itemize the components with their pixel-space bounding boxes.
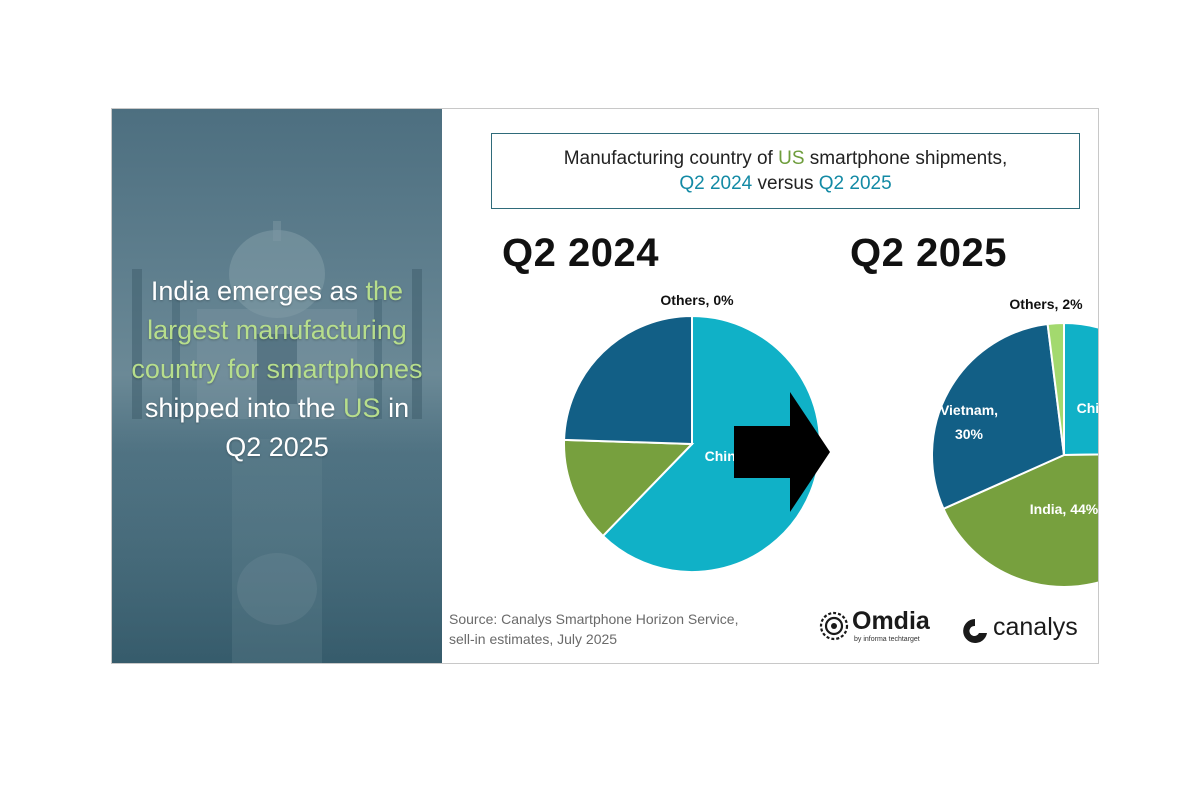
headline-part-3: shipped into the bbox=[144, 393, 344, 423]
source-line-1: Source: Canalys Smartphone Horizon Servi… bbox=[449, 611, 739, 627]
pie-label-vietnam: Vietnam, 30% bbox=[940, 402, 998, 442]
infographic-card: India emerges as the largest manufacturi… bbox=[111, 108, 1099, 664]
taj-mahal-silhouette-image bbox=[112, 221, 442, 663]
source-line-2: sell-in estimates, July 2025 bbox=[449, 631, 618, 647]
title-period-2025: Q2 2025 bbox=[818, 173, 892, 194]
pie-slice-vietnam bbox=[563, 314, 693, 446]
pie-title-q2-2024: Q2 2024 bbox=[502, 231, 659, 275]
omdia-mark-icon bbox=[819, 611, 849, 641]
title-versus: versus bbox=[752, 173, 819, 194]
pie-slice-china bbox=[601, 314, 821, 573]
title-period-2024: Q2 2024 bbox=[679, 173, 753, 194]
pie-label-india: India, 44% bbox=[1030, 501, 1098, 517]
source-note: Source: Canalys Smartphone Horizon Servi… bbox=[449, 609, 769, 649]
pie-label-vietnam: Vietnam, 24% bbox=[475, 378, 533, 418]
headline-highlight-us: US bbox=[343, 393, 381, 423]
chart-title-box: Manufacturing country of US smartphone s… bbox=[491, 133, 1080, 209]
pie-label-others: Others, 2% bbox=[1009, 296, 1083, 312]
headline-highlight-largest: the largest manufacturing country for sm… bbox=[131, 276, 423, 384]
canalys-logo: canalys bbox=[961, 611, 1086, 647]
right-arrow-icon bbox=[734, 392, 830, 512]
headline-text: India emerges as the largest manufacturi… bbox=[126, 272, 428, 467]
pie-slice-india bbox=[942, 453, 1098, 588]
title-text-a: Manufacturing country of bbox=[563, 148, 779, 169]
title-text-us: US bbox=[778, 148, 805, 169]
chart-title-line-2: Q2 2024 versus Q2 2025 bbox=[492, 171, 1079, 196]
canalys-wordmark: canalys bbox=[993, 613, 1078, 641]
pie-label-others: Others, 0% bbox=[660, 292, 734, 308]
taj-mahal-background-panel: India emerges as the largest manufacturi… bbox=[112, 109, 442, 663]
omdia-tagline: by informa techtarget bbox=[854, 636, 920, 643]
pie-slice-india bbox=[563, 438, 695, 538]
canalys-mark-icon bbox=[963, 619, 987, 643]
omdia-logo: Omdia by informa techtarget bbox=[819, 607, 949, 647]
pie-charts: China, 61%India, 13%Vietnam,24%Others, 0… bbox=[456, 292, 1098, 588]
chart-title-line-1: Manufacturing country of US smartphone s… bbox=[492, 146, 1079, 171]
pie-chart-q2-2024: China, 61%India, 13%Vietnam,24%Others, 0… bbox=[456, 292, 821, 573]
pie-slice-china bbox=[1063, 321, 1098, 457]
headline-part-5: in Q2 2025 bbox=[225, 393, 410, 462]
pie-slice-vietnam bbox=[931, 322, 1066, 511]
pie-title-q2-2025: Q2 2025 bbox=[850, 231, 1007, 275]
title-text-c: smartphone shipments, bbox=[804, 148, 1008, 169]
pie-chart-q2-2025: China, 25% India, 44% Vietnam,30% Others, 2… bbox=[931, 296, 1098, 588]
omdia-wordmark: Omdia bbox=[852, 607, 930, 635]
pie-label-china: China, 25% bbox=[1077, 400, 1098, 416]
headline-part-1: India emerges as bbox=[150, 276, 366, 306]
pie-slice-others bbox=[1046, 321, 1065, 456]
pie-label-india: India, 13% bbox=[456, 461, 525, 477]
